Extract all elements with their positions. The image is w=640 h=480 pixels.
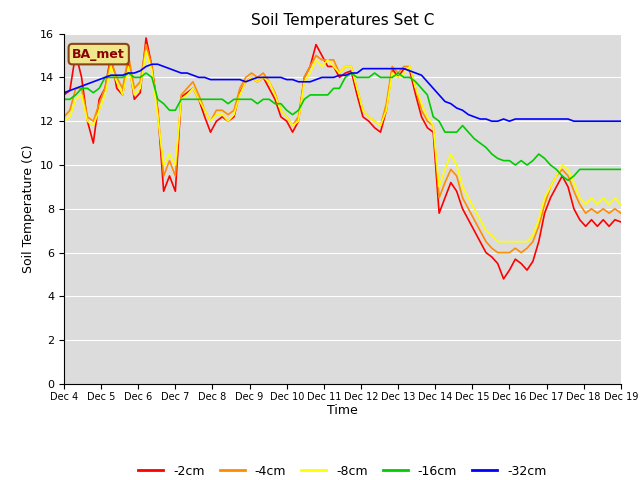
Y-axis label: Soil Temperature (C): Soil Temperature (C)	[22, 144, 35, 273]
Title: Soil Temperatures Set C: Soil Temperatures Set C	[251, 13, 434, 28]
X-axis label: Time: Time	[327, 405, 358, 418]
Legend: -2cm, -4cm, -8cm, -16cm, -32cm: -2cm, -4cm, -8cm, -16cm, -32cm	[133, 460, 552, 480]
Text: BA_met: BA_met	[72, 48, 125, 60]
